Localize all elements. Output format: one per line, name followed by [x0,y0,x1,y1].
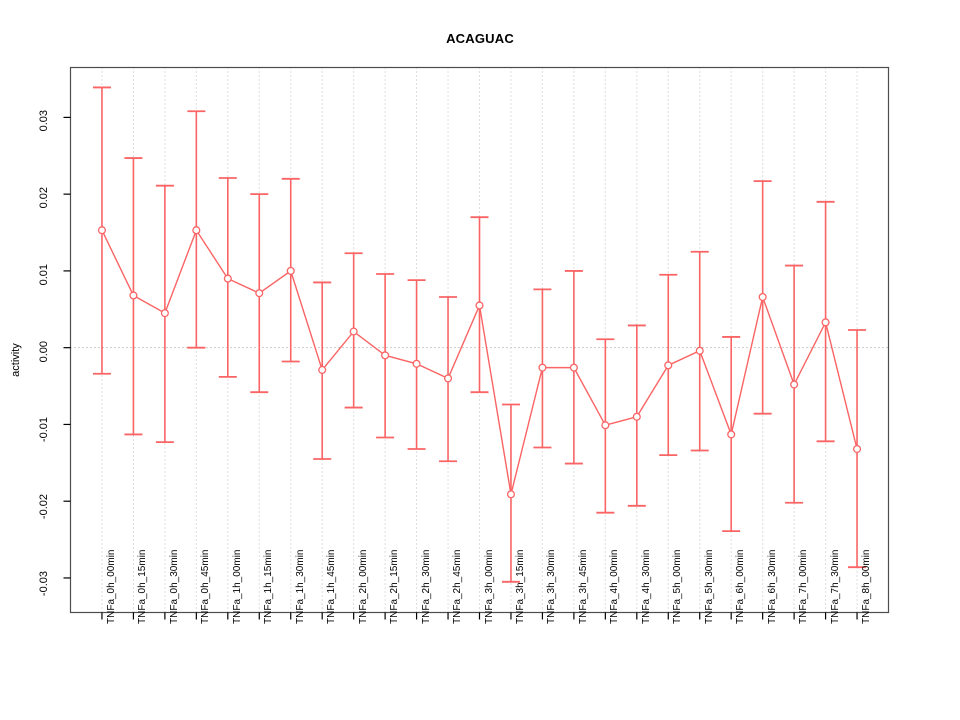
y-axis-tick-label: 0.02 [38,187,50,209]
data-point-marker [286,266,295,275]
x-axis-tick-label: TNFa_4h_30min [640,549,652,624]
x-axis-tick-label: TNFa_2h_00min [357,549,369,624]
x-axis-tick-label: TNFa_0h_45min [200,549,212,624]
data-point-marker [695,346,704,355]
data-point-marker [601,421,610,430]
data-point-marker [569,363,578,372]
data-point-marker [506,490,516,499]
x-axis-tick-label: TNFa_4h_00min [609,549,621,624]
x-axis-tick-label: TNFa_2h_45min [452,549,464,624]
x-axis-tick-label: TNFa_2h_30min [420,549,432,624]
data-point-marker [632,412,641,421]
data-point-marker [192,226,201,235]
y-axis-tick-label: -0.01 [38,417,50,443]
x-axis-tick-label: TNFa_3h_30min [546,549,558,624]
data-point-marker [129,291,138,300]
x-axis-tick-label: TNFa_0h_15min [137,549,149,624]
x-axis-tick-label: TNFa_1h_30min [294,549,306,624]
x-axis-tick-label: TNFa_5h_00min [672,549,684,624]
data-point-marker [318,365,327,374]
x-axis-tick-label: TNFa_5h_30min [703,549,715,624]
x-axis-tick-label: TNFa_3h_00min [483,549,495,624]
data-point-marker [727,430,736,439]
x-axis-tick-label: TNFa_0h_30min [168,549,180,624]
x-axis-tick-label: TNFa_3h_15min [514,549,526,624]
x-axis-tick-label: TNFa_2h_15min [389,549,401,624]
x-axis-tick-label: TNFa_1h_45min [326,549,338,624]
data-point-marker [160,309,169,318]
data-point-marker [349,327,358,336]
y-axis-tick-label: 0.00 [38,340,50,363]
y-axis-tick-label: 0.03 [38,110,50,132]
y-axis-tick-label: -0.03 [38,570,50,597]
x-axis-tick-label: TNFa_7h_00min [798,549,810,624]
x-axis-tick-label: TNFa_1h_15min [263,549,275,624]
x-axis-tick-label: TNFa_7h_30min [829,549,841,624]
x-axis-tick-label: TNFa_1h_00min [231,549,243,624]
data-point-marker [758,292,767,302]
x-axis-tick-label: TNFa_6h_30min [766,549,778,624]
data-point-marker [412,359,421,368]
y-axis-tick-label: 0.01 [38,263,50,286]
data-point-marker [381,351,390,360]
data-point-marker [255,289,264,298]
chart-title: ACAGUAC [446,31,514,46]
data-point-marker [664,361,673,370]
data-point-marker [443,374,453,383]
data-point-marker [223,274,232,283]
data-point-marker [475,301,484,310]
data-point-marker [538,363,547,372]
data-point-marker [97,226,107,235]
data-point-marker [790,380,799,389]
data-point-marker [852,444,862,454]
y-axis-tick-label: -0.02 [38,494,50,520]
x-axis-tick-label: TNFa_0h_00min [105,549,117,624]
x-axis-tick-label: TNFa_8h_00min [861,549,873,624]
data-point-marker [821,318,830,327]
x-axis-tick-label: TNFa_3h_45min [577,549,589,624]
x-axis-tick-label: TNFa_6h_00min [735,549,747,624]
